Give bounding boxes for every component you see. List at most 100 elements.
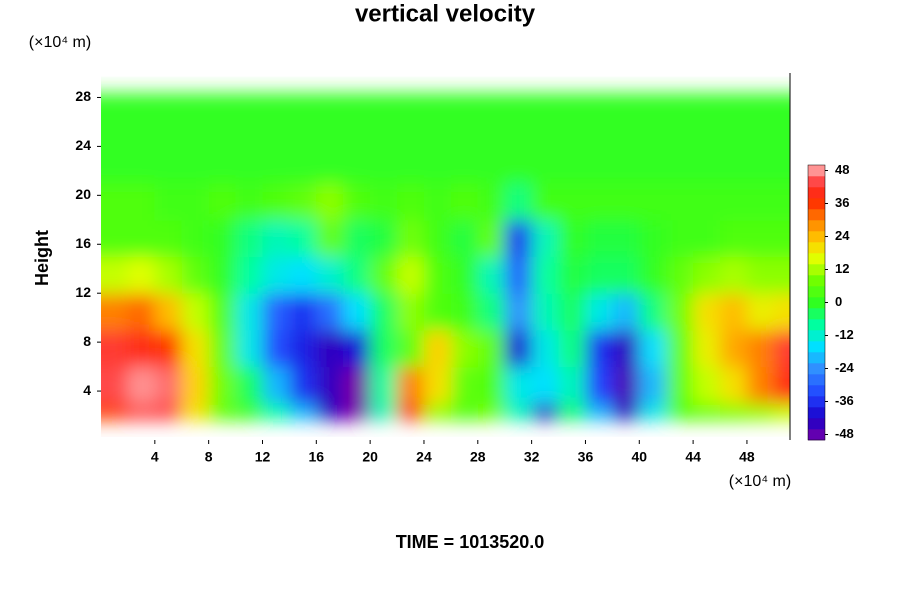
x-tick-label: 32	[524, 449, 540, 465]
field-cell	[208, 403, 237, 421]
field-cell	[208, 293, 237, 331]
field-cell	[666, 219, 694, 257]
x-tick-label: 36	[578, 449, 594, 465]
field-cell	[558, 329, 586, 368]
field	[101, 93, 790, 421]
field-cell	[585, 366, 613, 404]
field-cell	[477, 293, 506, 331]
field-cell	[693, 403, 721, 421]
field-cell	[289, 403, 317, 421]
field-cell	[746, 183, 775, 221]
y-tick-label: 16	[75, 235, 91, 251]
field-cell	[343, 219, 371, 257]
field-cell	[585, 219, 613, 257]
field-cell	[612, 93, 640, 111]
field-cell	[720, 366, 748, 404]
field-cell	[154, 256, 183, 294]
field-cell	[746, 109, 775, 147]
field-cell	[720, 109, 748, 147]
field-cell	[531, 403, 560, 421]
colorbar-swatch	[808, 374, 825, 386]
field-cell	[423, 93, 452, 111]
field-cell	[639, 146, 667, 184]
field-cell	[558, 366, 586, 404]
field-cell	[154, 109, 183, 147]
field-cell	[343, 366, 371, 404]
field-cell	[773, 219, 790, 257]
footer: TIME = 1013520.0	[396, 532, 545, 552]
field-cell	[531, 329, 560, 368]
colorbar-tick-label: -24	[835, 360, 855, 375]
field-cell	[370, 146, 398, 184]
field-cell	[639, 293, 667, 331]
field-cell	[154, 366, 183, 404]
colorbar-swatch	[808, 253, 825, 265]
field-cell	[127, 146, 156, 184]
field-cell	[154, 329, 183, 368]
colorbar-swatch	[808, 319, 825, 331]
field-cell	[127, 219, 156, 257]
field-cell	[127, 256, 156, 294]
colorbar-swatch	[808, 176, 825, 188]
field-cell	[773, 256, 790, 294]
field-cell	[316, 109, 344, 147]
field-cell	[127, 329, 156, 368]
field-cell	[181, 366, 210, 404]
field-cell	[666, 183, 694, 221]
field-cell	[720, 256, 748, 294]
colorbar-swatch	[808, 418, 825, 430]
field-cell	[235, 293, 263, 331]
field-cell	[666, 109, 694, 147]
field-cell	[181, 256, 210, 294]
field-cell	[397, 109, 425, 147]
field-cell	[397, 403, 425, 421]
field-cell	[531, 293, 560, 331]
plot-area	[101, 93, 790, 421]
field-cell	[181, 293, 210, 331]
field-cell	[450, 403, 479, 421]
colorbar-tick-label: -48	[835, 426, 854, 441]
field-cell	[397, 93, 425, 111]
field-cell	[101, 256, 129, 294]
field-cell	[531, 366, 560, 404]
field-cell	[101, 293, 129, 331]
field-cell	[450, 183, 479, 221]
field-cell	[558, 93, 586, 111]
field-cell	[289, 366, 317, 404]
colorbar-tick-label: -36	[835, 393, 854, 408]
colorbar-swatch	[808, 209, 825, 221]
field-cell	[639, 219, 667, 257]
field-cell	[397, 183, 425, 221]
field-cell	[154, 146, 183, 184]
colorbar-swatch	[808, 308, 825, 320]
field-cell	[101, 403, 129, 421]
field-cell	[746, 366, 775, 404]
field-cell	[585, 256, 613, 294]
field-cell	[127, 93, 156, 111]
field-cell	[450, 329, 479, 368]
field-cell	[504, 219, 533, 257]
field-cell	[585, 293, 613, 331]
field-cell	[773, 403, 790, 421]
colorbar-swatch	[808, 297, 825, 309]
field-cell	[477, 146, 506, 184]
field-cell	[746, 146, 775, 184]
field-cell	[235, 183, 263, 221]
colorbar-tick-label: 36	[835, 195, 849, 210]
field-cell	[289, 256, 317, 294]
field-cell	[693, 293, 721, 331]
y-axis-label: Height	[32, 230, 52, 286]
field-cell	[666, 329, 694, 368]
field-cell	[101, 366, 129, 404]
field-cell	[477, 219, 506, 257]
y-tick-label: 8	[83, 333, 91, 349]
field-cell	[370, 219, 398, 257]
field-cell	[235, 93, 263, 111]
field-cell	[477, 403, 506, 421]
field-cell	[423, 329, 452, 368]
colorbar-tick-label: 12	[835, 261, 849, 276]
colorbar-swatch	[808, 330, 825, 342]
colorbar-tick-label: -12	[835, 327, 854, 342]
field-cell	[585, 93, 613, 111]
field-cell	[397, 293, 425, 331]
